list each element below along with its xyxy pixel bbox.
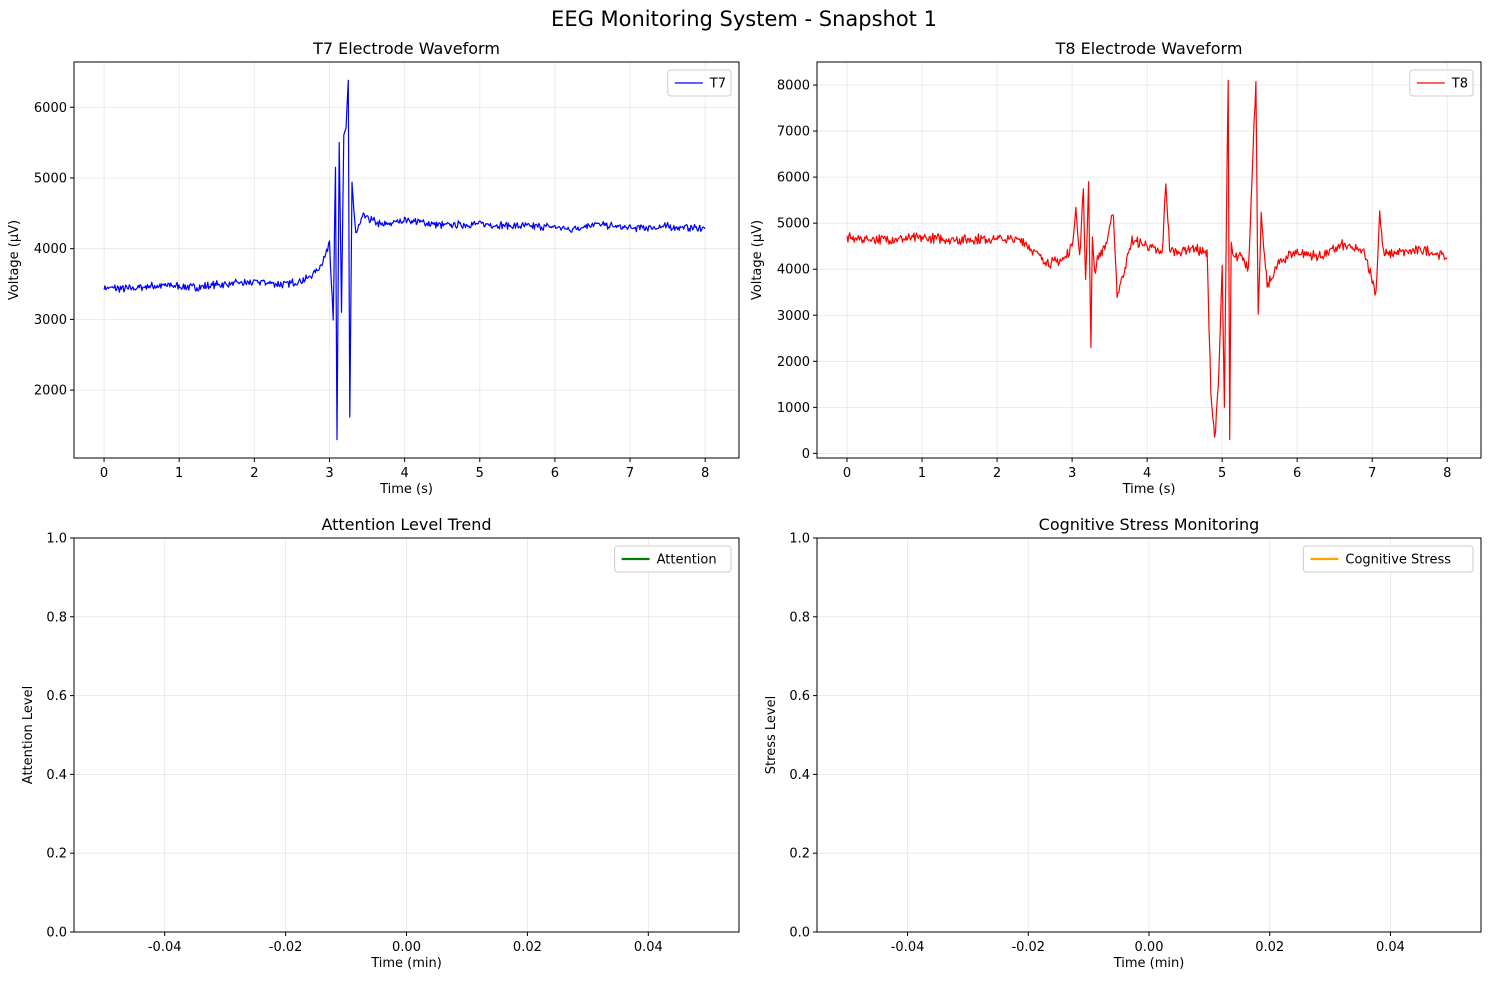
chart-panel-3: -0.04 -0.02 0.00 0.02 0.04 0.0 0.2 0.4 0.6 0.8 1.0… (21, 515, 740, 971)
x-tick-label: 0.02 (1255, 940, 1284, 955)
x-tick-label: 0.00 (1135, 940, 1164, 955)
x-tick-label: 7 (626, 466, 634, 481)
panel-title: Cognitive Stress Monitoring (1039, 515, 1260, 534)
x-tick-label: 6 (1293, 466, 1301, 481)
y-tick-label: 5000 (34, 171, 67, 186)
x-tick-label: 0.00 (392, 940, 421, 955)
y-tick-label: 0.4 (789, 768, 810, 783)
x-tick-label: 0 (843, 466, 851, 481)
y-tick-label: 0.6 (789, 689, 810, 704)
y-tick-label: 1.0 (46, 532, 67, 547)
x-tick-label: 3 (325, 466, 333, 481)
x-tick-label: 0.04 (634, 940, 663, 955)
y-tick-label: 2000 (777, 355, 810, 370)
x-tick-label: -0.02 (1011, 940, 1045, 955)
x-tick-label: -0.02 (269, 940, 303, 955)
x-tick-label: 0.02 (513, 940, 542, 955)
x-tick-label: 7 (1368, 466, 1376, 481)
y-tick-label: 0.2 (789, 847, 810, 862)
axes-frame (73, 61, 740, 459)
x-tick-label: 0 (100, 466, 108, 481)
panel-title: T8 Electrode Waveform (1055, 39, 1243, 58)
x-tick-label: 3 (1068, 466, 1076, 481)
x-tick-label: 2 (993, 466, 1001, 481)
y-tick-label: 6000 (34, 101, 67, 116)
y-tick-label: 0.8 (46, 610, 67, 625)
y-tick-label: 1.0 (789, 532, 810, 547)
y-tick-label: 0.4 (46, 768, 67, 783)
panel-title: T7 Electrode Waveform (312, 39, 500, 58)
x-axis-label: Time (min) (1113, 956, 1185, 971)
y-tick-label: 3000 (34, 313, 67, 328)
x-tick-label: 8 (1443, 466, 1451, 481)
y-axis-label: Stress Level (764, 696, 779, 774)
x-axis-label: Time (min) (370, 956, 442, 971)
y-tick-label: 6000 (777, 171, 810, 186)
x-tick-label: 2 (250, 466, 258, 481)
y-tick-label: 0 (802, 447, 810, 462)
series-line-t8 (846, 79, 1448, 441)
y-tick-label: 3000 (777, 309, 810, 324)
y-tick-label: 5000 (777, 217, 810, 232)
y-tick-label: 2000 (34, 384, 67, 399)
y-axis-label: Voltage (µV) (750, 220, 765, 300)
y-tick-label: 4000 (777, 263, 810, 278)
x-tick-label: -0.04 (891, 940, 925, 955)
y-axis-label: Attention Level (21, 686, 36, 784)
legend-label: Attention (657, 553, 717, 568)
chart-panel-4: -0.04 -0.02 0.00 0.02 0.04 0.0 0.2 0.4 0.6 0.8 1.0… (764, 515, 1482, 971)
figure-title: EEG Monitoring System - Snapshot 1 (551, 7, 937, 31)
y-tick-label: 0.0 (789, 926, 810, 941)
y-tick-label: 1000 (777, 401, 810, 416)
x-tick-label: 8 (701, 466, 709, 481)
x-tick-label: 0.04 (1376, 940, 1405, 955)
chart-panel-2: 0 1 2 3 4 5 6 7 8 0 1000 2000 3000 4000 5000 6000 7000 80… (750, 39, 1482, 497)
chart-panel-1: 0 1 2 3 4 5 6 7 8 2000 3000 4000 5000 6000 T7 Electrod… (7, 39, 740, 497)
x-axis-label: Time (s) (379, 482, 433, 497)
legend-label: T7 (709, 77, 726, 92)
x-tick-label: 5 (1218, 466, 1226, 481)
y-tick-label: 4000 (34, 242, 67, 257)
x-tick-label: 1 (918, 466, 926, 481)
y-tick-label: 8000 (777, 79, 810, 94)
axes-frame (816, 61, 1482, 459)
legend-label: Cognitive Stress (1345, 553, 1451, 568)
x-tick-label: 6 (551, 466, 559, 481)
legend-box (1302, 545, 1474, 573)
y-tick-label: 0.0 (46, 926, 67, 941)
y-tick-label: 0.8 (789, 610, 810, 625)
x-tick-label: 1 (175, 466, 183, 481)
y-tick-label: 0.6 (46, 689, 67, 704)
legend-box (614, 545, 732, 573)
y-tick-label: 7000 (777, 125, 810, 140)
panel-title: Attention Level Trend (321, 515, 491, 534)
legend-label: T8 (1451, 77, 1468, 92)
x-tick-label: -0.04 (148, 940, 182, 955)
y-axis-label: Voltage (µV) (7, 220, 22, 300)
y-tick-label: 0.2 (46, 847, 67, 862)
series-line-t7 (103, 79, 706, 441)
x-tick-label: 4 (1143, 466, 1151, 481)
x-axis-label: Time (s) (1122, 482, 1176, 497)
x-tick-label: 4 (400, 466, 408, 481)
x-tick-label: 5 (476, 466, 484, 481)
